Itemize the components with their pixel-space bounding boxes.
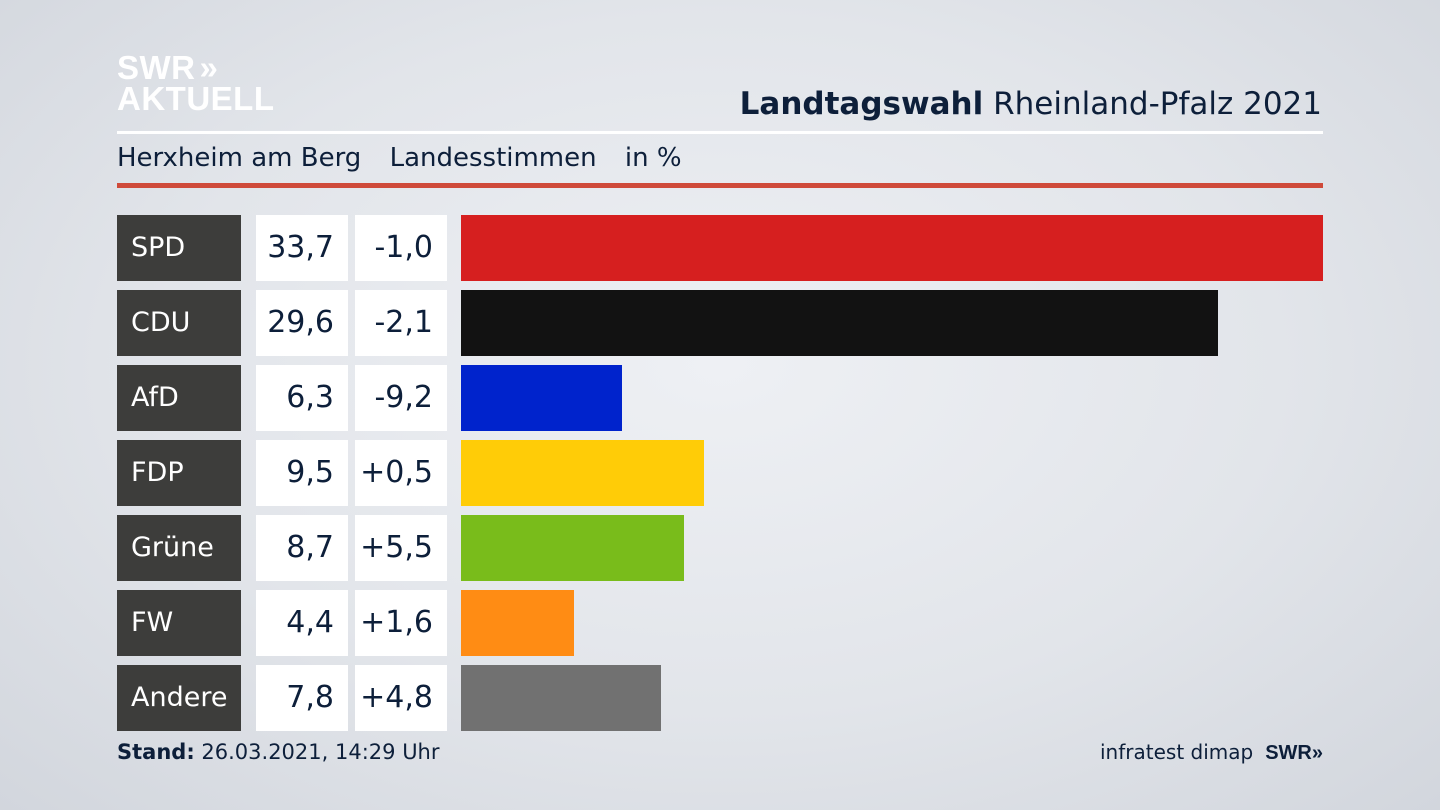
change-label: -9,2 — [355, 365, 447, 431]
title-rest: Rheinland-Pfalz 2021 — [993, 86, 1322, 122]
table-row: CDU 29,6 -2,1 — [117, 290, 1323, 356]
party-label: AfD — [117, 365, 241, 431]
change-label: +0,5 — [355, 440, 447, 506]
value-label: 8,7 — [256, 515, 348, 581]
bar-fw — [461, 590, 574, 656]
subtitle: Herxheim am Berg Landesstimmen in % — [117, 143, 702, 173]
page-title: Landtagswahl Rheinland-Pfalz 2021 — [740, 86, 1322, 122]
subtitle-unit: in % — [624, 143, 682, 173]
party-label: FDP — [117, 440, 241, 506]
value-label: 7,8 — [256, 665, 348, 731]
change-label: -2,1 — [355, 290, 447, 356]
table-row: Andere 7,8 +4,8 — [117, 665, 1323, 731]
subtitle-place: Herxheim am Berg — [117, 143, 362, 173]
stand-value: 26.03.2021, 14:29 Uhr — [201, 740, 440, 764]
change-label: +5,5 — [355, 515, 447, 581]
subtitle-type: Landesstimmen — [389, 143, 597, 173]
change-label: +4,8 — [355, 665, 447, 731]
value-label: 6,3 — [256, 365, 348, 431]
header-divider — [117, 131, 1323, 134]
bar-fdp — [461, 440, 704, 506]
party-label: SPD — [117, 215, 241, 281]
bar-spd — [461, 215, 1323, 281]
title-bold: Landtagswahl — [739, 86, 984, 122]
table-row: SPD 33,7 -1,0 — [117, 215, 1323, 281]
change-label: +1,6 — [355, 590, 447, 656]
value-label: 9,5 — [256, 440, 348, 506]
bar-grüne — [461, 515, 684, 581]
party-label: Grüne — [117, 515, 241, 581]
swr-aktuell-logo: SWR» AKTUELL — [117, 49, 275, 117]
change-label: -1,0 — [355, 215, 447, 281]
bar-afd — [461, 365, 622, 431]
subtitle-divider — [117, 183, 1323, 188]
timestamp: Stand: 26.03.2021, 14:29 Uhr — [117, 740, 440, 764]
value-label: 29,6 — [256, 290, 348, 356]
table-row: AfD 6,3 -9,2 — [117, 365, 1323, 431]
bar-cdu — [461, 290, 1218, 356]
table-row: FDP 9,5 +0,5 — [117, 440, 1323, 506]
party-label: CDU — [117, 290, 241, 356]
party-label: FW — [117, 590, 241, 656]
table-row: Grüne 8,7 +5,5 — [117, 515, 1323, 581]
logo-line1: SWR — [117, 49, 196, 86]
swr-footer-logo: SWR» — [1265, 742, 1323, 764]
source-name: infratest dimap — [1100, 740, 1254, 764]
table-row: FW 4,4 +1,6 — [117, 590, 1323, 656]
value-label: 33,7 — [256, 215, 348, 281]
source-credit: infratest dimap SWR» — [1100, 740, 1323, 765]
party-label: Andere — [117, 665, 241, 731]
bar-andere — [461, 665, 661, 731]
stand-label: Stand: — [117, 740, 195, 764]
logo-line2: AKTUELL — [117, 80, 275, 117]
value-label: 4,4 — [256, 590, 348, 656]
